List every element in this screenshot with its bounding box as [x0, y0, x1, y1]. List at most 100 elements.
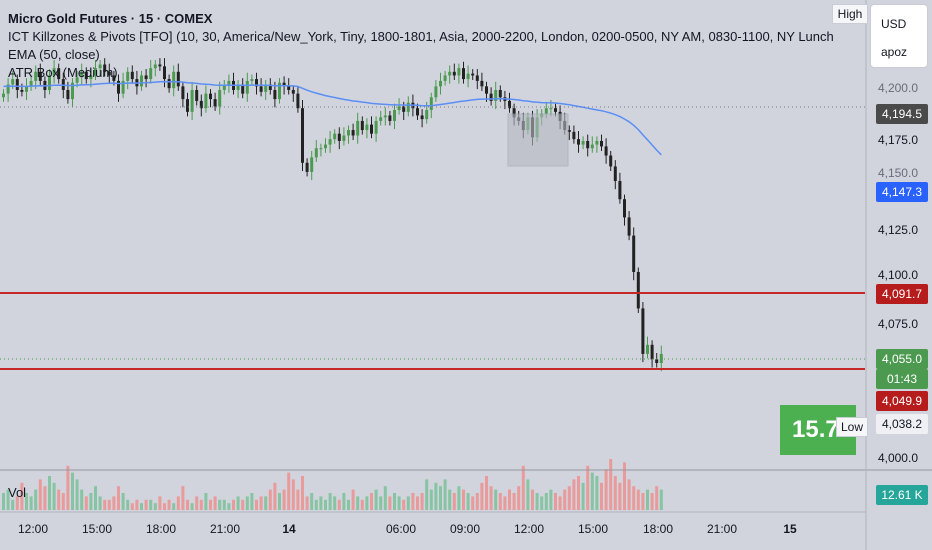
candle-body: [443, 75, 447, 81]
volume-bar: [383, 486, 387, 510]
volume-bar: [57, 489, 61, 510]
volume-bar: [636, 489, 640, 510]
indicator-atr-box[interactable]: ATR Box (Medium): [8, 65, 118, 80]
volume-bar: [11, 499, 15, 510]
volume-bar: [581, 482, 585, 510]
volume-bar: [526, 479, 530, 510]
currency-unit-box[interactable]: USD apoz: [870, 4, 928, 68]
volume-bar: [627, 479, 631, 510]
volume-bar: [107, 499, 111, 510]
volume-bar: [172, 503, 176, 510]
volume-bar: [176, 496, 180, 510]
time-tick: 12:00: [513, 522, 545, 536]
volume-bar: [140, 503, 143, 510]
candle-body: [646, 344, 649, 354]
candle-body: [140, 75, 143, 87]
candle-body: [273, 90, 277, 100]
volume-bar: [34, 489, 38, 510]
candle-body: [370, 124, 373, 134]
volume-bar: [521, 465, 525, 510]
volume-bar: [61, 493, 65, 510]
volume-bar: [356, 496, 360, 510]
volume-bar: [255, 499, 258, 510]
volume-bar: [167, 499, 171, 510]
volume-label[interactable]: Vol: [8, 485, 27, 500]
candle-body: [227, 80, 231, 85]
candle-body: [356, 120, 360, 136]
volume-bar: [38, 479, 42, 510]
candle-body: [38, 71, 42, 81]
volume-bar: [94, 486, 97, 510]
volume-bar: [6, 489, 10, 510]
candle-body: [245, 80, 249, 94]
candle-body: [121, 80, 125, 94]
volume-bar: [130, 503, 134, 510]
candle-body: [595, 140, 599, 145]
candle-body: [75, 77, 79, 83]
candle-body: [236, 84, 240, 90]
volume-bar: [393, 493, 396, 510]
volume-bar: [609, 459, 613, 510]
volume-bar: [475, 493, 479, 510]
volume-bar: [199, 499, 203, 510]
volume-bar: [112, 496, 116, 510]
time-tick: 15:00: [577, 522, 609, 536]
candle-body: [20, 90, 24, 92]
candle-body: [291, 90, 295, 94]
volume-bar: [20, 482, 24, 510]
currency-label[interactable]: USD: [881, 17, 907, 31]
candle-body: [475, 75, 479, 81]
volume-bar: [379, 496, 383, 510]
candle-body: [609, 155, 613, 167]
volume-bar: [227, 503, 231, 510]
price-tick: 4,000.0: [877, 451, 918, 465]
time-tick: 18:00: [145, 522, 177, 536]
indicator-ema[interactable]: EMA (50, close): [8, 47, 100, 62]
candle-body: [250, 79, 254, 81]
volume-bar: [613, 476, 617, 510]
volume-bar: [103, 499, 107, 510]
candle-body: [429, 97, 433, 111]
volume-bar: [218, 499, 222, 510]
candle-body: [554, 108, 557, 112]
candle-body: [94, 68, 97, 76]
unit-label[interactable]: apoz: [881, 45, 908, 59]
candle-body: [420, 115, 424, 120]
candle-body: [195, 90, 199, 101]
indicator-killzones[interactable]: ICT Killzones & Pivots [TFO] (10, 30, Am…: [8, 29, 834, 44]
level-bottom-tag: 4,049.9: [876, 391, 928, 411]
candle-body: [66, 90, 70, 100]
high-price-tag: 4,194.5: [876, 104, 928, 124]
candle-body: [167, 79, 171, 89]
candle-body: [84, 71, 88, 80]
volume-bar: [411, 493, 415, 510]
candle-body: [204, 93, 208, 109]
volume-bar: [457, 486, 461, 510]
candle-body: [655, 359, 659, 363]
candle-body: [80, 71, 84, 78]
candle-body: [374, 120, 378, 134]
candle-body: [222, 84, 226, 90]
volume-bar: [282, 489, 286, 510]
volume-bar: [659, 489, 663, 510]
candle-body: [287, 86, 291, 90]
candle-body: [393, 110, 396, 121]
volume-bar: [604, 469, 608, 510]
candle-body: [103, 64, 107, 72]
volume-bar: [540, 496, 544, 510]
volume-bar: [462, 489, 465, 510]
candle-body: [190, 90, 194, 112]
candle-body: [2, 93, 5, 98]
volume-bar: [347, 499, 350, 510]
candle-body: [448, 71, 452, 76]
volume-bar: [471, 496, 475, 510]
volume-bar: [278, 493, 281, 510]
candle-body: [641, 308, 645, 354]
volume-bar: [296, 489, 300, 510]
symbol-title[interactable]: Micro Gold Futures · 15 · COMEX: [8, 11, 213, 26]
volume-bar: [466, 493, 470, 510]
time-tick: 12:00: [17, 522, 49, 536]
last-price-tag: 4,055.0: [876, 349, 928, 369]
volume-bar: [439, 486, 442, 510]
